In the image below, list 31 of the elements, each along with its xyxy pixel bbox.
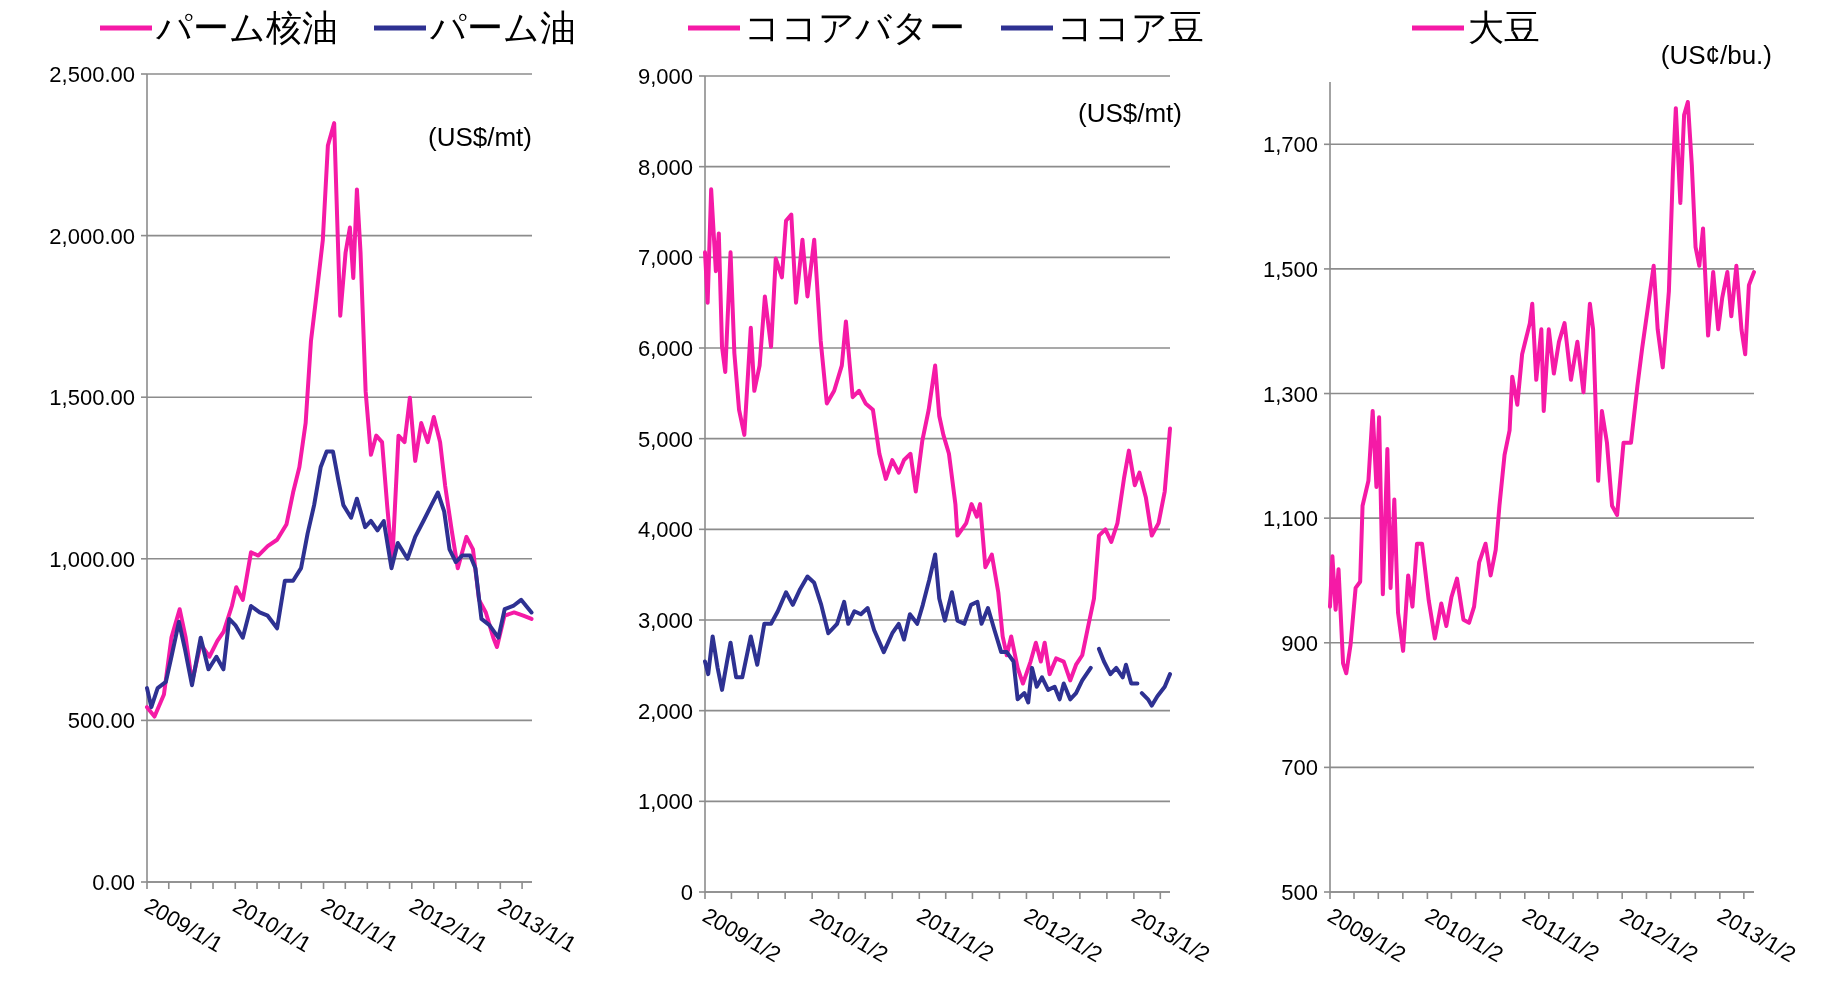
annotation: (US$/mt) (428, 122, 532, 152)
y-tick-label: 6,000 (637, 336, 693, 361)
legend-label: パーム油 (429, 7, 576, 48)
y-tick-label: 1,300 (1262, 381, 1318, 407)
y-tick-label: 700 (1281, 755, 1318, 781)
y-tick-label: 1,700 (1262, 132, 1318, 158)
y-tick-label: 1,000.00 (49, 546, 135, 572)
legend-label: ココアバター (744, 7, 965, 48)
y-tick-label: 4,000 (637, 517, 693, 543)
y-tick-label: 0.00 (92, 870, 135, 895)
y-tick-label: 0 (680, 880, 693, 905)
y-tick-label: 1,500 (1262, 256, 1318, 282)
y-tick-label: 9,000 (637, 64, 693, 89)
legend-label: ココア豆 (1057, 7, 1204, 48)
text: (US¢/bu.) (1660, 40, 1772, 70)
legend-label: 大豆 (1468, 7, 1540, 48)
y-tick-label: 7,000 (637, 245, 693, 271)
y-tick-label: 8,000 (637, 154, 693, 180)
y-tick-label: 2,000 (637, 698, 693, 724)
y-tick-label: 1,500.00 (49, 385, 135, 411)
y-tick-label: 1,000 (637, 789, 693, 815)
y-tick-label: 900 (1281, 630, 1318, 656)
y-tick-label: 2,000.00 (49, 223, 135, 249)
y-tick-label: 2,500.00 (49, 62, 135, 87)
y-tick-label: 1,100 (1262, 506, 1318, 532)
y-tick-label: 5,000 (637, 426, 693, 452)
y-tick-label: 500.00 (67, 708, 135, 734)
y-tick-label: 500 (1281, 880, 1318, 905)
y-tick-label: 3,000 (637, 608, 693, 633)
legend-label: パーム核油 (155, 7, 338, 48)
annotation: (US$/mt) (1078, 98, 1182, 128)
